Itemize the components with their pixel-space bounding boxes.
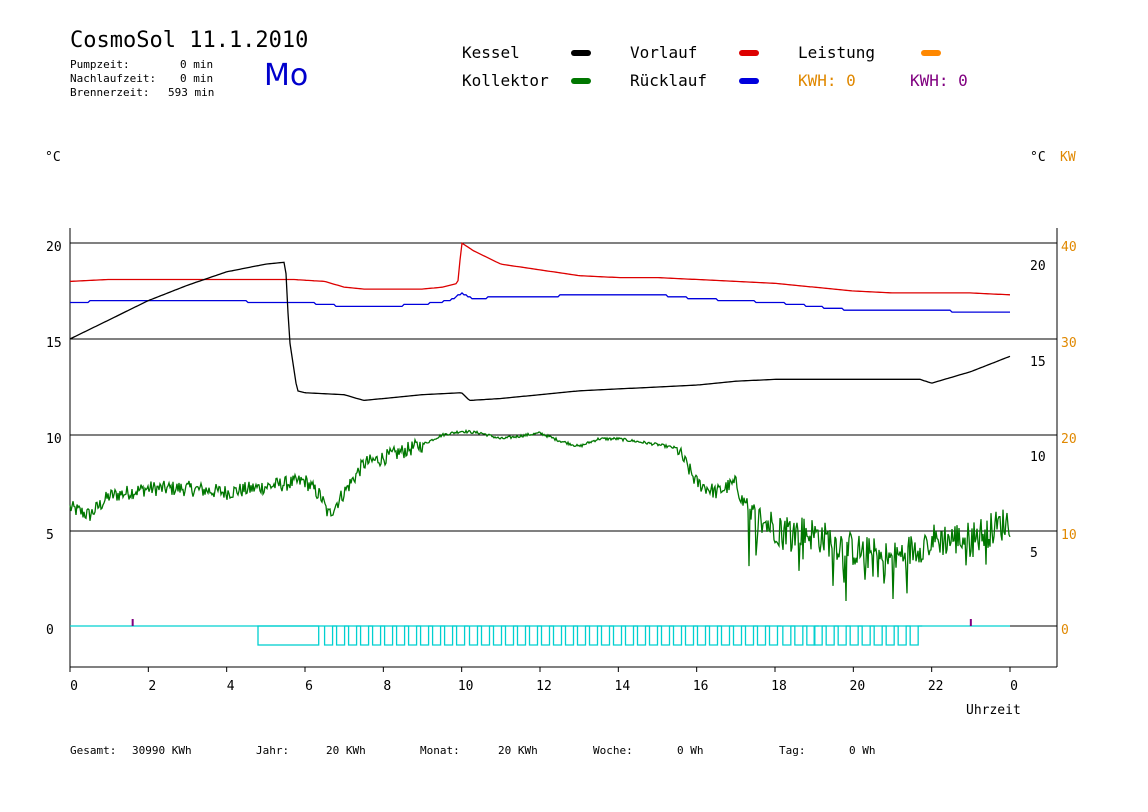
pumpzeit-value: 0 min bbox=[180, 58, 214, 71]
right-axis-unit-kw: KW bbox=[1060, 150, 1076, 165]
legend-kwh-purple: KWH: 0 bbox=[910, 71, 968, 90]
x-tick-label-1: 2 bbox=[148, 679, 156, 694]
x-tick-label-5: 10 bbox=[458, 679, 474, 694]
legend-ruecklauf-swatch bbox=[739, 78, 759, 84]
footer-jahr-value: 20 KWh bbox=[326, 744, 366, 757]
series-pumpe-pulses-2 bbox=[468, 625, 782, 646]
x-tick-label-8: 16 bbox=[693, 679, 709, 694]
x-tick-label-6: 12 bbox=[536, 679, 552, 694]
series-kessel bbox=[69, 261, 1011, 402]
x-tick-label-3: 6 bbox=[305, 679, 313, 694]
right-tick-c-15: 15 bbox=[1030, 355, 1046, 370]
right-tick-c-20: 20 bbox=[1030, 259, 1046, 274]
legend-kollektor-swatch bbox=[571, 78, 591, 84]
footer-tag-value: 0 Wh bbox=[849, 744, 876, 757]
left-tick-15: 15 bbox=[46, 336, 62, 351]
left-tick-20: 20 bbox=[46, 240, 62, 255]
legend-kessel-swatch bbox=[571, 50, 591, 56]
series-kollektor bbox=[69, 428, 1011, 602]
series-pumpe-pulses-1 bbox=[323, 625, 469, 646]
footer-jahr-label: Jahr: bbox=[256, 744, 290, 757]
right-tick-kw-30: 30 bbox=[1061, 336, 1077, 351]
right-tick-kw-40: 40 bbox=[1061, 240, 1077, 255]
footer-tag-label: Tag: bbox=[779, 744, 806, 757]
x-axis-label: Uhrzeit bbox=[966, 703, 1021, 718]
x-tick-label-0: 0 bbox=[70, 679, 78, 694]
left-tick-5: 5 bbox=[46, 528, 54, 543]
footer-monat-value: 20 KWh bbox=[498, 744, 538, 757]
footer-gesamt-value: 30990 KWh bbox=[132, 744, 192, 757]
x-tick-label-4: 8 bbox=[383, 679, 391, 694]
legend-vorlauf-label: Vorlauf bbox=[630, 43, 698, 62]
legend-kollektor-label: Kollektor bbox=[462, 71, 549, 90]
brenner-label: Brennerzeit: bbox=[70, 86, 150, 99]
legend-kwh-orange: KWH: 0 bbox=[798, 71, 856, 90]
footer-gesamt-label: Gesamt: bbox=[70, 744, 117, 757]
brenner-value: 593 min bbox=[168, 86, 215, 99]
x-tick-label-11: 22 bbox=[928, 679, 944, 694]
right-tick-kw-10: 10 bbox=[1061, 528, 1077, 543]
series-rcklauf bbox=[70, 292, 1010, 313]
chart-title: CosmoSol 11.1.2010 bbox=[70, 28, 309, 53]
series-pumpe-block-0 bbox=[257, 625, 320, 646]
footer-woche-label: Woche: bbox=[593, 744, 633, 757]
legend-vorlauf-swatch bbox=[739, 50, 759, 56]
x-tick-label-9: 18 bbox=[771, 679, 787, 694]
series-vorlauf bbox=[69, 242, 1011, 296]
nachlauf-value: 0 min bbox=[180, 72, 214, 85]
right-tick-kw-0: 0 bbox=[1061, 623, 1069, 638]
legend-kessel-label: Kessel bbox=[462, 43, 520, 62]
pumpzeit-label: Pumpzeit: bbox=[70, 58, 130, 71]
legend-ruecklauf-label: Rücklauf bbox=[630, 71, 708, 90]
left-axis-unit: °C bbox=[45, 150, 61, 165]
x-tick-label-12: 0 bbox=[1010, 679, 1018, 694]
legend-leistung-label: Leistung bbox=[798, 43, 876, 62]
right-tick-c-5: 5 bbox=[1030, 546, 1038, 561]
left-tick-10: 10 bbox=[46, 432, 62, 447]
weekday-label: Mo bbox=[264, 58, 309, 93]
x-tick-label-10: 20 bbox=[850, 679, 866, 694]
series-pumpe-pulses-3 bbox=[782, 625, 819, 646]
right-axis-unit-celsius: °C bbox=[1030, 150, 1046, 165]
left-tick-0: 0 bbox=[46, 623, 54, 638]
right-tick-kw-20: 20 bbox=[1061, 432, 1077, 447]
right-tick-c-10: 10 bbox=[1030, 450, 1046, 465]
footer-woche-value: 0 Wh bbox=[677, 744, 704, 757]
x-tick-label-7: 14 bbox=[615, 679, 631, 694]
series-pumpe-pulses-4 bbox=[813, 625, 923, 646]
legend-leistung-swatch bbox=[921, 50, 941, 56]
footer-monat-label: Monat: bbox=[420, 744, 460, 757]
x-tick-label-2: 4 bbox=[227, 679, 235, 694]
nachlauf-label: Nachlaufzeit: bbox=[70, 72, 157, 85]
